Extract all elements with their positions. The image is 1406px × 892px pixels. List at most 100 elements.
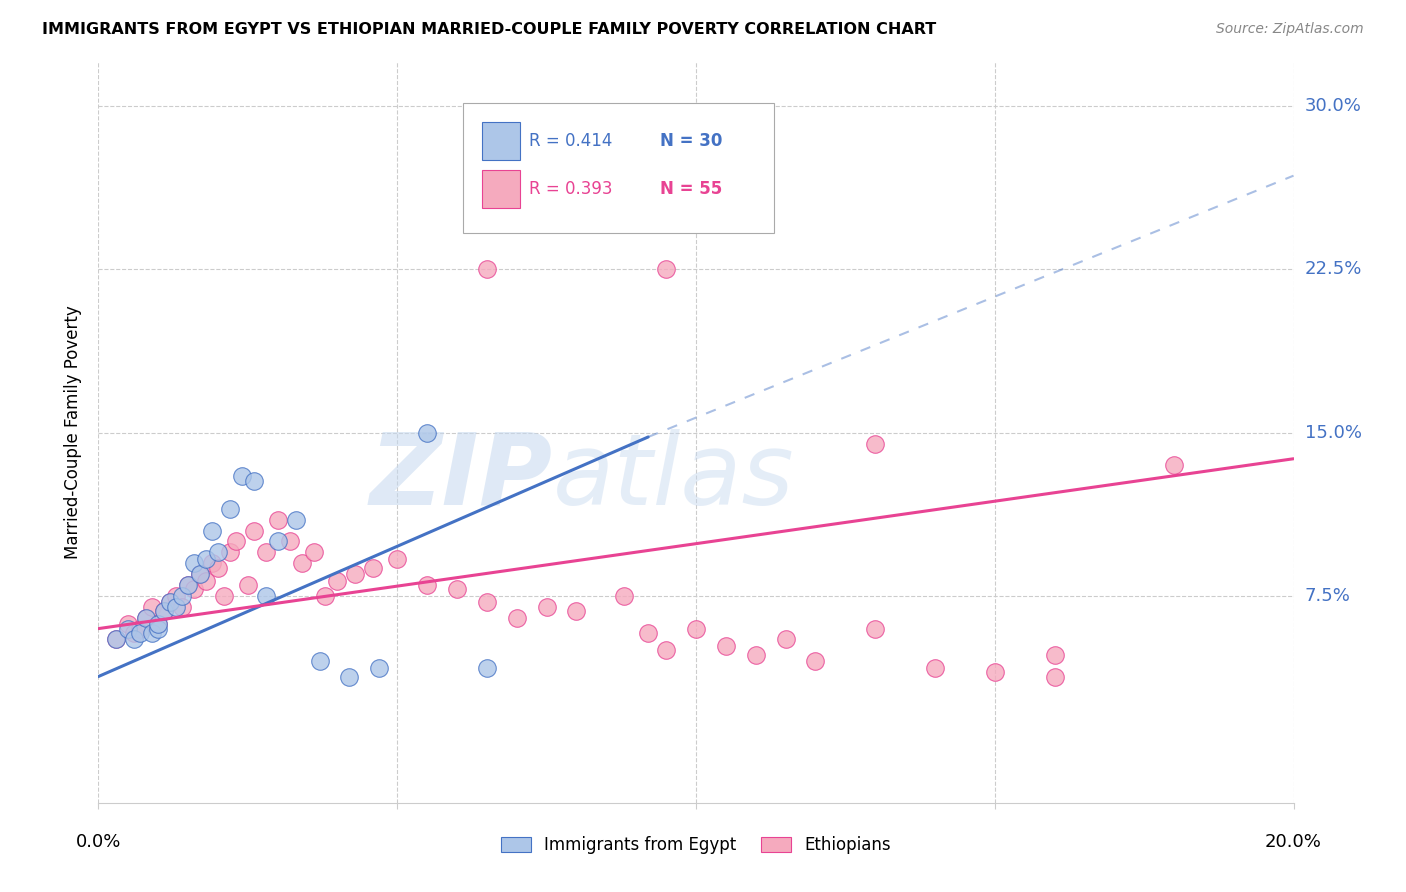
Text: R = 0.414: R = 0.414 [529,132,612,150]
Point [195,552,218,566]
Text: R = 0.393: R = 0.393 [529,180,612,198]
Point [775,632,797,647]
Point [1043,669,1066,683]
Point [236,578,259,592]
Point [207,545,229,559]
Point [129,626,152,640]
Text: 0.0%: 0.0% [76,833,121,851]
FancyBboxPatch shape [482,121,520,161]
Text: Source: ZipAtlas.com: Source: ZipAtlas.com [1216,22,1364,37]
Point [685,622,707,636]
Point [506,611,529,625]
Point [804,654,827,668]
Point [141,626,163,640]
Point [243,474,266,488]
Point [385,552,409,566]
Text: 15.0%: 15.0% [1305,424,1361,442]
Point [141,599,163,614]
Point [254,545,277,559]
Point [105,632,128,647]
Point [254,589,277,603]
Point [308,654,330,668]
Point [135,611,157,625]
Point [105,632,128,647]
Point [148,617,170,632]
Point [148,617,170,632]
Point [475,262,498,277]
Point [225,534,247,549]
Point [745,648,768,662]
Point [714,639,737,653]
Point [416,578,439,592]
Text: 20.0%: 20.0% [1265,833,1322,851]
Point [159,595,181,609]
Point [637,626,659,640]
FancyBboxPatch shape [463,103,773,233]
Point [613,589,636,603]
Point [172,589,194,603]
Point [212,589,235,603]
Point [159,595,181,609]
Point [291,556,314,570]
Text: 22.5%: 22.5% [1305,260,1362,278]
Text: 30.0%: 30.0% [1305,97,1361,115]
Point [1043,648,1066,662]
Point [267,534,290,549]
Point [177,578,200,592]
Point [117,622,139,636]
Point [148,622,170,636]
Point [363,560,385,574]
Point [315,589,337,603]
Point [267,513,290,527]
Point [344,567,367,582]
Point [153,604,176,618]
Point [124,626,146,640]
Point [368,661,391,675]
Point [1163,458,1185,473]
Text: N = 30: N = 30 [661,132,723,150]
Point [117,617,139,632]
FancyBboxPatch shape [482,169,520,209]
Point [446,582,468,597]
Point [339,669,361,683]
Point [475,595,498,609]
Text: IMMIGRANTS FROM EGYPT VS ETHIOPIAN MARRIED-COUPLE FAMILY POVERTY CORRELATION CHA: IMMIGRANTS FROM EGYPT VS ETHIOPIAN MARRI… [42,22,936,37]
Point [655,643,678,657]
Y-axis label: Married-Couple Family Poverty: Married-Couple Family Poverty [65,306,83,559]
Point [626,143,648,157]
Point [188,567,211,582]
Point [165,599,187,614]
Point [219,501,242,516]
Point [183,556,205,570]
Point [135,611,157,625]
Point [231,469,253,483]
Point [177,578,200,592]
Point [188,567,211,582]
Text: ZIP: ZIP [370,428,553,525]
Point [475,661,498,675]
Point [219,545,242,559]
Point [183,582,205,597]
Point [207,560,229,574]
Point [172,599,194,614]
Point [416,425,439,440]
Point [195,574,218,588]
Point [326,574,349,588]
Point [153,604,176,618]
Point [201,556,224,570]
Point [124,632,146,647]
Text: atlas: atlas [553,428,794,525]
Point [655,262,678,277]
Point [924,661,946,675]
Point [865,436,887,450]
Point [129,622,152,636]
Point [865,622,887,636]
Point [243,524,266,538]
Point [984,665,1007,680]
Point [201,524,224,538]
Text: N = 55: N = 55 [661,180,723,198]
Point [165,589,187,603]
Point [565,604,588,618]
Point [278,534,301,549]
Legend: Immigrants from Egypt, Ethiopians: Immigrants from Egypt, Ethiopians [494,830,898,861]
